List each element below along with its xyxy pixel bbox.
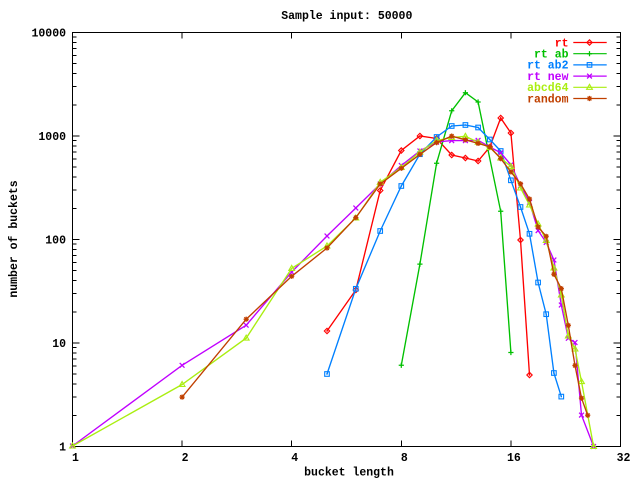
svg-text:1: 1 xyxy=(59,441,66,454)
svg-text:rt new: rt new xyxy=(527,71,569,84)
svg-text:2: 2 xyxy=(182,452,189,465)
svg-text:4: 4 xyxy=(291,452,298,465)
svg-text:rt ab2: rt ab2 xyxy=(527,60,569,73)
svg-text:number of buckets: number of buckets xyxy=(8,180,21,297)
svg-text:rt: rt xyxy=(555,37,569,50)
svg-text:abcd64: abcd64 xyxy=(527,82,569,95)
svg-text:32: 32 xyxy=(617,452,631,465)
svg-text:1: 1 xyxy=(72,452,79,465)
svg-text:100: 100 xyxy=(45,234,66,247)
svg-text:Sample input: 50000: Sample input: 50000 xyxy=(281,10,412,23)
svg-text:16: 16 xyxy=(507,452,521,465)
svg-text:random: random xyxy=(527,93,569,106)
svg-text:1000: 1000 xyxy=(38,131,66,144)
svg-text:10: 10 xyxy=(52,338,66,351)
svg-text:bucket length: bucket length xyxy=(304,467,394,480)
svg-text:8: 8 xyxy=(401,452,408,465)
svg-text:10000: 10000 xyxy=(31,27,66,40)
svg-text:rt ab: rt ab xyxy=(534,49,569,62)
